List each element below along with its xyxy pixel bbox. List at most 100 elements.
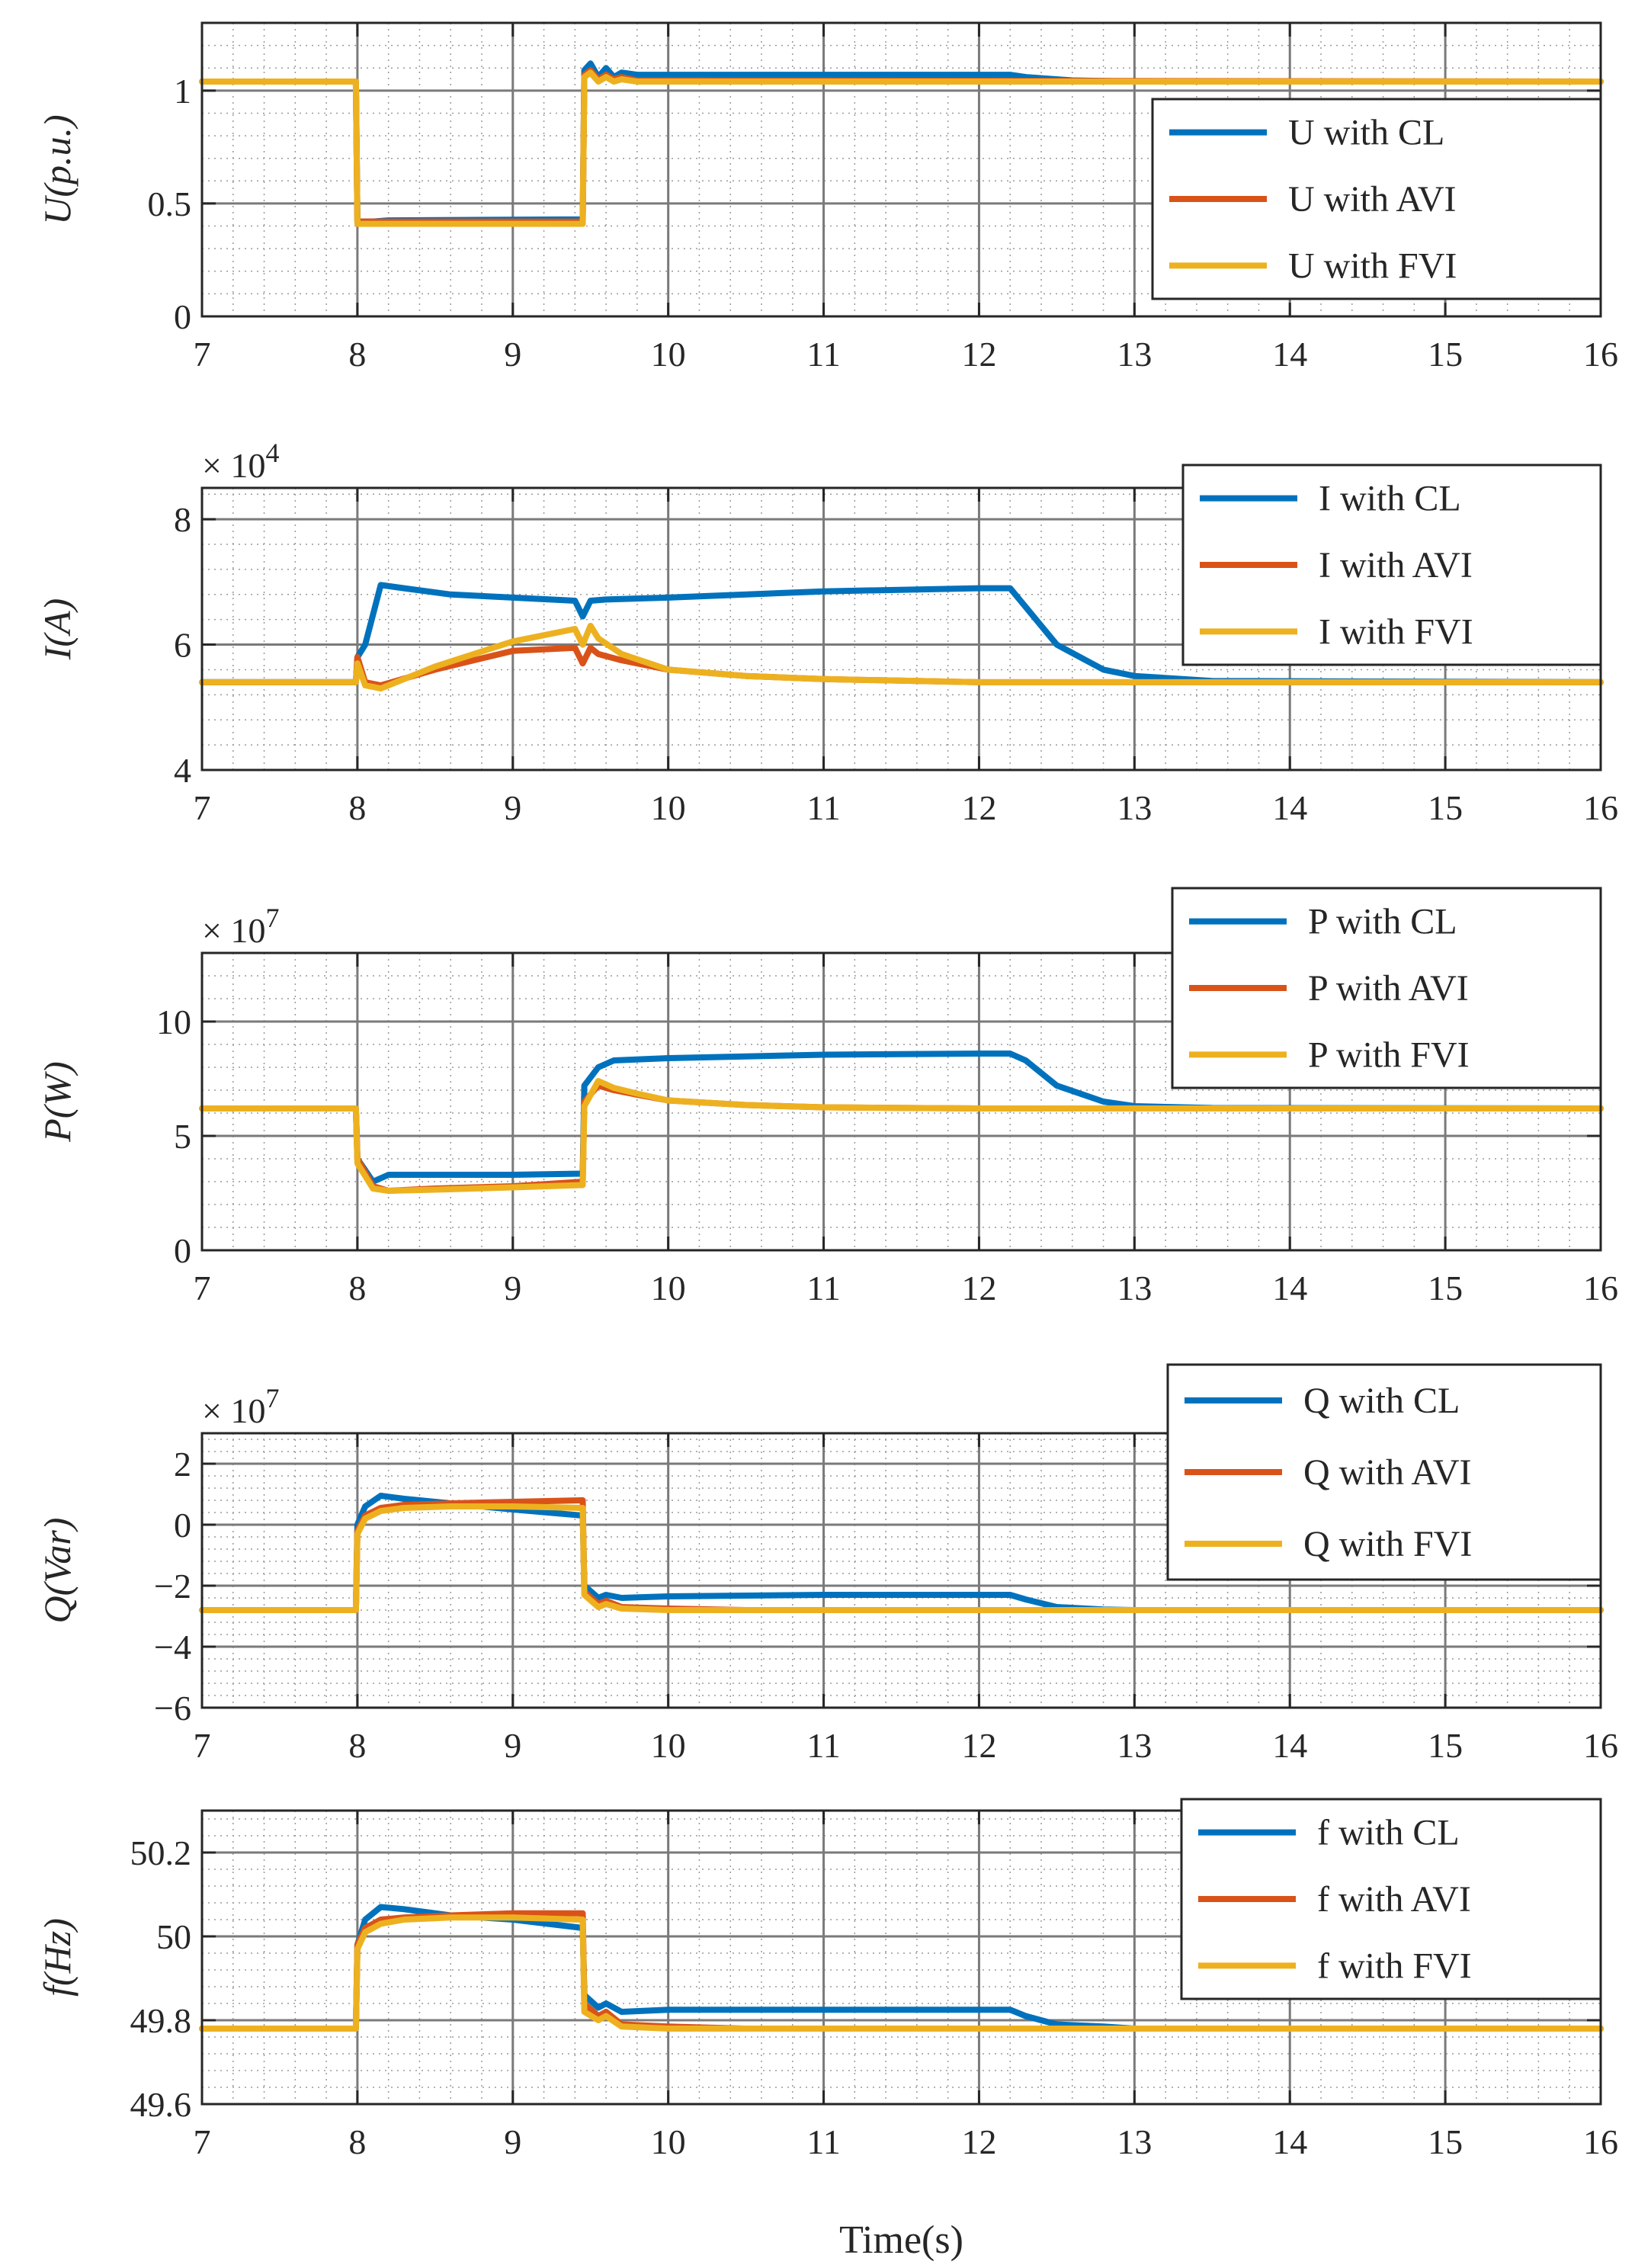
legend-entry-0: f with CL <box>1317 1813 1460 1853</box>
x-axis-label: Time(s) <box>839 2218 963 2262</box>
x-tick-label: 12 <box>961 1726 996 1765</box>
y-axis-label: Q(Var) <box>36 1518 79 1624</box>
legend-entry-2: Q with FVI <box>1303 1524 1472 1564</box>
legend: I with CL I with AVI I with FVI <box>1181 464 1602 666</box>
series-line-U-2 <box>199 69 1604 227</box>
legend-entry-2: f with FVI <box>1317 1946 1472 1986</box>
y-tick-label: −6 <box>154 1689 191 1727</box>
legend-entry-0: P with CL <box>1308 902 1457 942</box>
legend: U with CL U with AVI U with FVI <box>1151 98 1602 300</box>
legend-entry-1: P with AVI <box>1308 968 1469 1009</box>
y-tick-label: 0 <box>174 297 191 336</box>
legend-entry-2: I with FVI <box>1319 611 1473 652</box>
x-tick-label: 12 <box>961 2122 996 2161</box>
x-tick-label: 7 <box>194 1269 211 1307</box>
x-tick-label: 8 <box>348 1726 366 1765</box>
x-tick-label: 15 <box>1428 1726 1463 1765</box>
series-line-Q-2 <box>199 1503 1604 1613</box>
series-line-I-0 <box>199 582 1604 685</box>
x-tick-label: 8 <box>348 788 366 827</box>
x-tick-label: 14 <box>1272 335 1307 374</box>
x-tick-label: 7 <box>194 1726 211 1765</box>
x-tick-label: 7 <box>194 335 211 374</box>
series-group <box>199 1051 1604 1194</box>
y-tick-label: 6 <box>174 626 191 665</box>
y-tick-label: 50 <box>156 1917 191 1956</box>
legend: f with CL f with AVI f with FVI <box>1180 1798 1602 2000</box>
x-tick-label: 11 <box>806 1269 840 1307</box>
y-tick-label: 2 <box>174 1445 191 1484</box>
y-axis-label: U(p.u.) <box>36 114 79 224</box>
y-tick-label: 8 <box>174 500 191 539</box>
x-tick-label: 11 <box>806 1726 840 1765</box>
x-tick-label: 10 <box>651 788 686 827</box>
x-tick-label: 15 <box>1428 2122 1463 2161</box>
x-tick-label: 11 <box>806 2122 840 2161</box>
panel-Q: 7 8 9 10 11 12 13 14 15 16 −6 −4 −2 0 2 Q(Var) × 107 Q wi… <box>36 1363 1618 1765</box>
panel-f: 7 8 9 10 11 12 13 14 15 16 49.6 49.8 50 50.2 f(Hz) Time… <box>36 1798 1618 2262</box>
x-tick-label: 12 <box>961 335 996 374</box>
legend-entry-2: U with FVI <box>1288 245 1457 286</box>
y-tick-label: 0.5 <box>148 184 192 223</box>
x-tick-label: 10 <box>651 1726 686 1765</box>
x-tick-label: 14 <box>1272 1726 1307 1765</box>
y-tick-label: 0 <box>174 1506 191 1545</box>
x-tick-label: 16 <box>1583 1269 1618 1307</box>
x-tick-label: 8 <box>348 2122 366 2161</box>
legend-entry-0: I with CL <box>1319 479 1461 519</box>
legend-entry-0: U with CL <box>1288 113 1444 153</box>
axis-exponent-label: × 104 <box>202 438 279 485</box>
legend-entry-1: f with AVI <box>1317 1879 1471 1920</box>
series-line-P-0 <box>199 1051 1604 1185</box>
y-tick-label: −2 <box>154 1567 191 1606</box>
x-tick-label: 9 <box>504 1726 521 1765</box>
y-tick-label: 1 <box>174 72 191 111</box>
legend-entry-1: I with AVI <box>1319 545 1473 585</box>
y-tick-label: 49.8 <box>130 2001 192 2040</box>
y-tick-label: 4 <box>174 751 191 790</box>
y-axis-label: f(Hz) <box>36 1918 79 1997</box>
axis-exponent-label: × 107 <box>202 903 279 950</box>
x-tick-label: 10 <box>651 2122 686 2161</box>
y-tick-label: 0 <box>174 1231 191 1270</box>
x-tick-label: 16 <box>1583 1726 1618 1765</box>
x-tick-label: 10 <box>651 335 686 374</box>
x-tick-label: 8 <box>348 335 366 374</box>
x-tick-label: 13 <box>1117 2122 1152 2161</box>
x-tick-label: 13 <box>1117 1726 1152 1765</box>
x-tick-label: 16 <box>1583 2122 1618 2161</box>
legend-entry-1: Q with AVI <box>1303 1452 1471 1493</box>
x-tick-label: 15 <box>1428 335 1463 374</box>
legend: Q with CL Q with AVI Q with FVI <box>1166 1363 1602 1581</box>
x-tick-label: 8 <box>348 1269 366 1307</box>
x-tick-label: 7 <box>194 2122 211 2161</box>
series-line-I-2 <box>199 622 1604 692</box>
x-tick-label: 16 <box>1583 335 1618 374</box>
series-group <box>199 582 1604 692</box>
x-tick-label: 12 <box>961 788 996 827</box>
x-tick-label: 9 <box>504 788 521 827</box>
x-tick-label: 14 <box>1272 2122 1307 2161</box>
y-tick-label: 50.2 <box>130 1833 192 1872</box>
x-tick-label: 11 <box>806 788 840 827</box>
y-tick-label: 49.6 <box>130 2085 192 2124</box>
legend: P with CL P with AVI P with FVI <box>1171 887 1602 1089</box>
x-tick-label: 9 <box>504 2122 521 2161</box>
x-tick-label: 9 <box>504 335 521 374</box>
x-tick-label: 12 <box>961 1269 996 1307</box>
x-tick-label: 13 <box>1117 335 1152 374</box>
x-tick-label: 16 <box>1583 788 1618 827</box>
series-group <box>199 60 1604 227</box>
series-line-P-2 <box>199 1078 1604 1194</box>
y-axis-label: I(A) <box>36 598 79 661</box>
legend-entry-0: Q with CL <box>1303 1381 1460 1421</box>
series-line-f-0 <box>199 1904 1604 2032</box>
series-line-f-2 <box>199 1914 1604 2032</box>
axis-exponent-label: × 107 <box>202 1383 279 1430</box>
x-tick-label: 11 <box>806 335 840 374</box>
y-tick-label: 10 <box>156 1002 191 1041</box>
x-tick-label: 15 <box>1428 1269 1463 1307</box>
